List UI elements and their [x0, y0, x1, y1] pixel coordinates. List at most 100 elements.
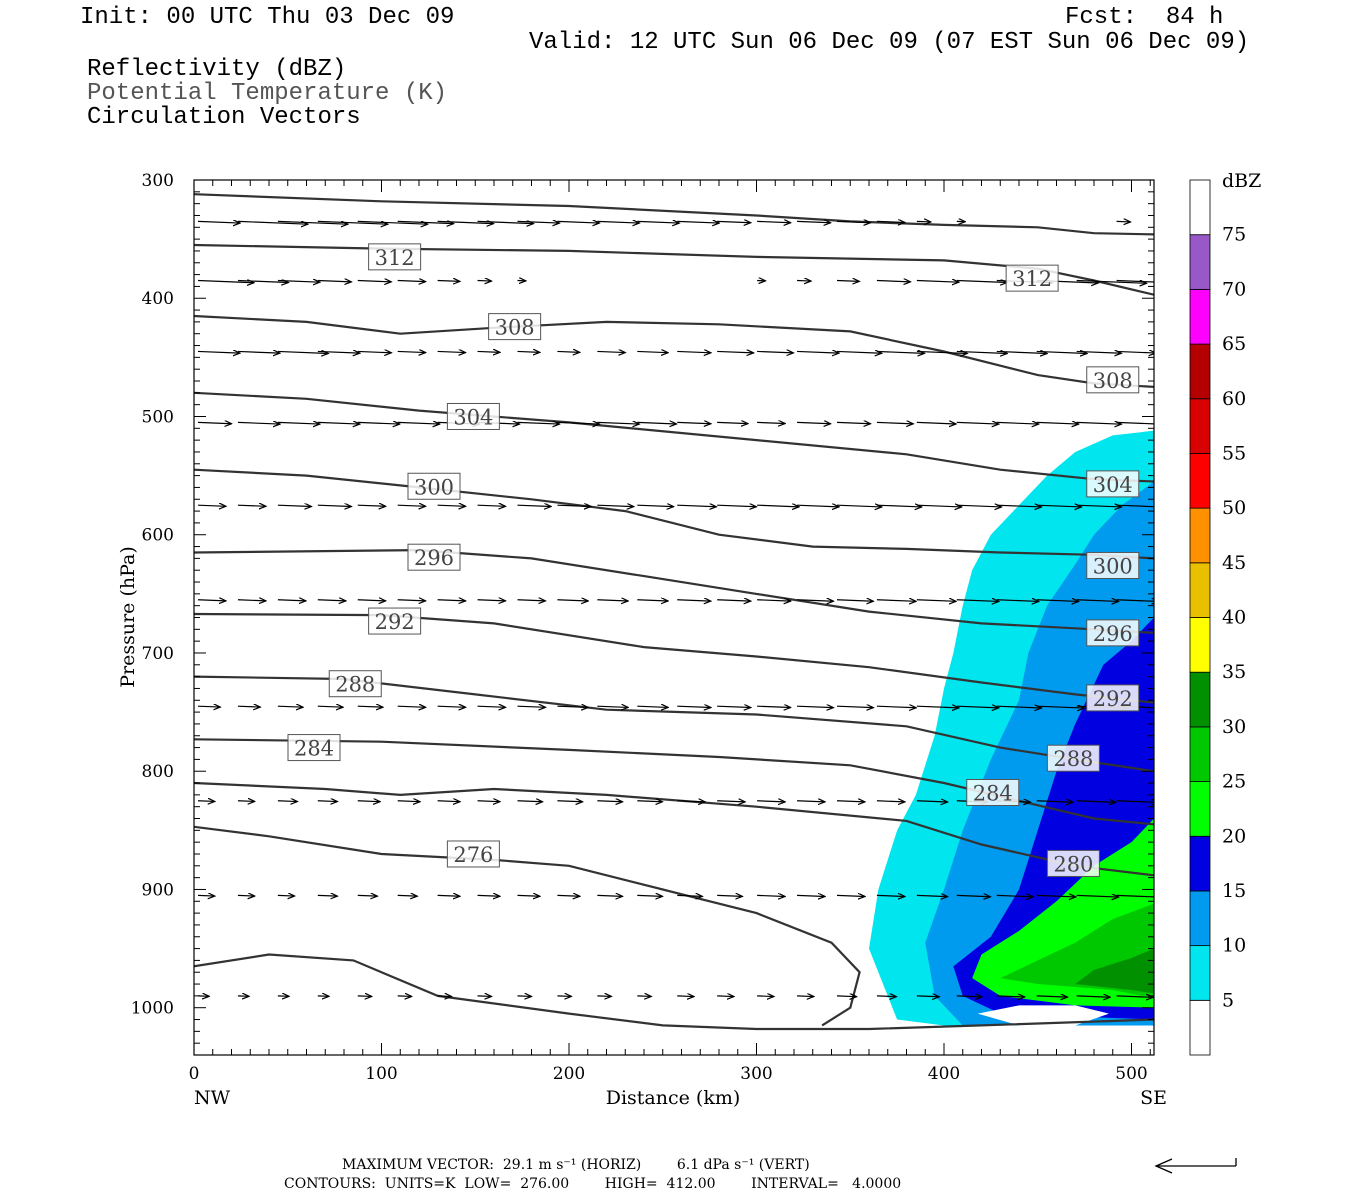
colorbar-level-30: 30: [1222, 716, 1246, 738]
circulation-vector: [237, 505, 266, 506]
circulation-vector: [597, 996, 611, 997]
circulation-vector: [1116, 801, 1154, 803]
colorbar-swatch: [1189, 234, 1211, 290]
circulation-vector: [1116, 421, 1154, 425]
circulation-vector: [836, 351, 882, 353]
circulation-vector: [437, 221, 494, 223]
circulation-vector: [277, 220, 348, 224]
circulation-vector: [876, 281, 911, 282]
circulation-vector: [437, 351, 466, 352]
circulation-vector: [277, 600, 306, 601]
circulation-vector: [1116, 279, 1154, 283]
circulation-vector: [437, 996, 452, 997]
circulation-vector: [357, 281, 392, 282]
circulation-vector: [397, 351, 426, 352]
circulation-vector: [397, 600, 426, 601]
theta-contour-304: [194, 391, 1154, 483]
circulation-vector: [797, 505, 839, 507]
circulation-vector: [277, 281, 320, 283]
theta-label-box: [1086, 470, 1140, 498]
circulation-vector: [477, 996, 492, 997]
circulation-vector: [437, 801, 460, 802]
circulation-vector: [1076, 600, 1119, 602]
circulation-vector: [357, 706, 383, 707]
circulation-vector: [1036, 351, 1087, 353]
theta-label-box: [1086, 619, 1140, 647]
circulation-vector: [757, 895, 785, 896]
circulation-vector: [277, 351, 328, 353]
circulation-vector: [357, 351, 392, 352]
circulation-vector: [637, 600, 668, 601]
circulation-vector: [557, 895, 579, 896]
circulation-vector: [797, 895, 825, 896]
colorbar-swatch: [1189, 999, 1211, 1056]
x-tick-label-100: 100: [365, 1064, 397, 1084]
circulation-vector: [916, 801, 948, 802]
theta-label-296: 296: [1093, 622, 1133, 646]
colorbar-swatch: [1189, 398, 1211, 454]
circulation-vector: [717, 706, 751, 707]
circulation-vector: [597, 801, 622, 802]
y-tick-label-600: 600: [142, 526, 174, 546]
colorbar-level-5: 5: [1222, 989, 1234, 1011]
circulation-vector: [597, 422, 639, 424]
theta-label-box: [368, 607, 422, 635]
colorbar-swatch: [1189, 671, 1211, 728]
circulation-vector: [317, 505, 352, 506]
theta-label-292: 292: [1093, 687, 1133, 711]
colorbar-level-35: 35: [1222, 661, 1246, 683]
circulation-vector: [836, 422, 871, 423]
circulation-vector: [637, 505, 673, 506]
theta-label-284: 284: [973, 782, 1013, 806]
colorbar-level-40: 40: [1222, 607, 1246, 629]
circulation-vector: [1116, 221, 1131, 222]
circulation-vector: [317, 895, 338, 896]
circulation-vector: [1076, 279, 1147, 284]
circulation-vector: [197, 505, 226, 506]
circulation-vector: [717, 505, 756, 507]
circulation-vector: [1116, 996, 1153, 997]
circulation-vector: [836, 996, 857, 997]
valid-time: Valid: 12 UTC Sun 06 Dec 09 (07 EST Sun …: [529, 29, 1250, 56]
circulation-vector: [357, 600, 386, 601]
circulation-vector: [757, 801, 785, 802]
circulation-vector: [757, 221, 791, 222]
circulation-vector: [517, 600, 546, 601]
circulation-vector: [916, 281, 959, 283]
circulation-vector: [916, 505, 962, 507]
circulation-vector: [597, 706, 628, 707]
colorbar-level-75: 75: [1222, 224, 1246, 246]
circulation-vector: [1036, 422, 1079, 424]
circulation-vector: [357, 422, 400, 424]
circulation-vector: [797, 996, 814, 997]
circulation-vector: [876, 895, 905, 896]
circulation-vector: [1036, 996, 1068, 997]
theta-label-280: 280: [1053, 852, 1093, 876]
circulation-vector: [477, 801, 500, 802]
theta-label-308: 308: [1093, 369, 1133, 393]
circulation-vector: [637, 706, 668, 707]
circulation-vector: [637, 996, 651, 997]
y-tick-label-500: 500: [142, 407, 174, 427]
circulation-vector: [1116, 600, 1154, 602]
forecast-hour: Fcst: 84 h: [1065, 4, 1224, 31]
circulation-vector: [597, 505, 633, 506]
circulation-vector: [277, 505, 312, 506]
circulation-vector: [677, 895, 702, 896]
circulation-vector: [357, 505, 386, 506]
colorbar-level-20: 20: [1222, 825, 1246, 847]
circulation-vector: [956, 505, 1002, 507]
circulation-vector: [836, 221, 871, 222]
y-tick-label-1000: 1000: [131, 999, 174, 1019]
circulation-vector: [517, 801, 543, 802]
theta-label-box: [1005, 264, 1059, 292]
circulation-vector: [317, 220, 388, 224]
circulation-vector: [757, 600, 791, 601]
circulation-vector: [197, 895, 215, 896]
theta-label-288: 288: [335, 673, 375, 697]
colorbar-level-65: 65: [1222, 333, 1246, 355]
circulation-vector: [916, 221, 931, 222]
circulation-vector: [996, 706, 1042, 708]
circulation-vector: [437, 706, 466, 707]
